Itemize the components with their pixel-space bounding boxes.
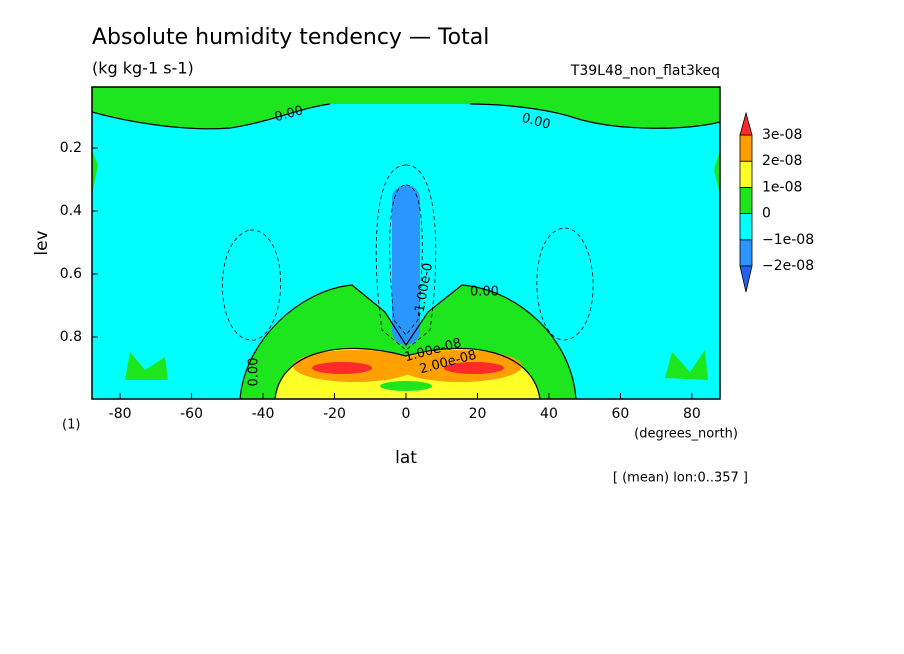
y-tick-label: 0.6 <box>60 266 82 282</box>
footnote: [ (mean) lon:0..357 ] <box>613 471 748 486</box>
contour-line <box>274 347 541 399</box>
colorbar-box <box>739 213 753 241</box>
colorbar-label: 0 <box>762 206 771 222</box>
colorbar-box <box>739 186 753 214</box>
run-name: T39L48_non_flat3keq <box>570 63 720 79</box>
colorbar-extend-low <box>739 265 753 293</box>
contour-region <box>380 381 432 391</box>
y-tick-label: 0.8 <box>60 329 82 345</box>
colorbar-box <box>739 160 753 188</box>
y-axis-label: lev <box>32 230 52 255</box>
y-tick-label: 0.2 <box>60 140 82 156</box>
x-tick-label: 80 <box>683 406 701 422</box>
colorbar-label: −2e-08 <box>762 258 814 274</box>
contour-region <box>444 362 504 374</box>
contour-label: 0.00 <box>273 103 305 125</box>
contour-field <box>92 87 720 399</box>
contour-region <box>392 185 420 345</box>
contour-label: 0.00 <box>520 111 552 133</box>
x-tick-label: -80 <box>109 406 132 422</box>
colorbar-extend-high <box>739 111 753 136</box>
contour-line <box>239 284 577 399</box>
contour-region <box>92 87 720 129</box>
contour-line <box>92 103 720 130</box>
x-tick-label: 60 <box>612 406 630 422</box>
y-tick-label: 0.4 <box>60 203 82 219</box>
colorbar-box <box>739 134 753 162</box>
colorbar-label: 3e-08 <box>762 127 802 143</box>
x-tick-label: -40 <box>252 406 275 422</box>
colorbar-label: 1e-08 <box>762 179 802 195</box>
colorbar-box <box>739 239 753 267</box>
x-axis-label: lat <box>395 448 417 468</box>
subtitle: (kg kg-1 s-1) <box>92 59 194 78</box>
x-tick-label: 40 <box>540 406 558 422</box>
x-tick-label: 20 <box>469 406 487 422</box>
contour-line <box>222 227 594 341</box>
x-tick-label: -20 <box>323 406 346 422</box>
contour-line <box>389 184 423 336</box>
x-tick-label: -60 <box>180 406 203 422</box>
y-axis-unit: (1) <box>62 418 80 433</box>
colorbar-label: −1e-08 <box>762 232 814 248</box>
contour-region <box>312 362 372 374</box>
colorbar-label: 2e-08 <box>762 153 802 169</box>
x-axis-unit: (degrees_north) <box>634 427 738 442</box>
x-tick-label: 0 <box>402 406 411 422</box>
contour-label: 0.00 <box>470 285 499 300</box>
contour-label: 0.00 <box>247 358 262 387</box>
contour-line <box>375 164 437 351</box>
chart-title: Absolute humidity tendency — Total <box>92 25 489 50</box>
